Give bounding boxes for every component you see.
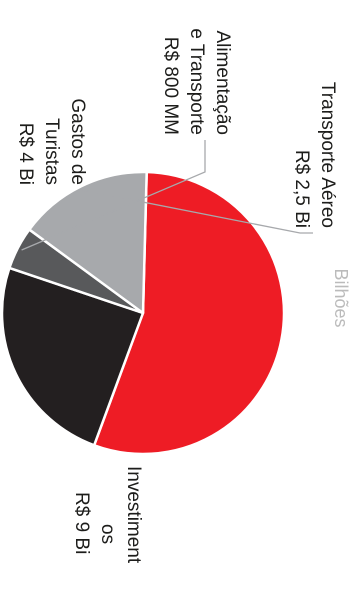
slice-label-alimentacao-line-2: e Transporte	[186, 28, 207, 135]
slice-label-alimentacao-line-1: Alimentação	[212, 30, 233, 135]
pie-slice-transporte-aereo	[28, 170, 148, 315]
leader-line-alimentacao-e-transporte	[21, 140, 206, 251]
slice-label-investimentos-line-3: R$ 9 Bi	[71, 492, 92, 554]
slice-label-gastos-line-1: Gastos de	[67, 98, 88, 185]
slice-label-transporte-aereo-line-1: Transporte Aéreo	[317, 82, 338, 228]
chart-header-text: Bilhões	[331, 268, 349, 327]
pie-slices	[0, 170, 286, 456]
pie-slice-gastos-de-turistas	[0, 266, 145, 447]
slice-label-gastos-line-2: Turistas	[41, 118, 62, 185]
slice-label-transporte-aereo-line-2: R$ 2,5 Bi	[291, 150, 312, 228]
slice-label-gastos-de-turistas: Gastos de Turistas R$ 4 Bi	[15, 98, 88, 185]
slice-label-alimentacao-e-transporte: Alimentação e Transporte R$ 800 MM	[160, 28, 233, 135]
slice-label-investimentos-line-1: Investiment	[123, 466, 144, 564]
slice-label-alimentacao-line-3: R$ 800 MM	[160, 37, 181, 135]
slice-label-gastos-line-3: R$ 4 Bi	[15, 123, 36, 185]
leader-line-transporte-aereo	[82, 189, 313, 234]
leader-lines	[21, 140, 313, 251]
slice-label-transporte-aereo: Transporte Aéreo R$ 2,5 Bi	[291, 82, 338, 228]
slice-label-investimentos: Investiment os R$ 9 Bi	[71, 466, 144, 564]
chart-header: Bilhões	[331, 268, 349, 327]
pie-slice-investimentos	[92, 170, 286, 456]
slice-label-investimentos-line-2: os	[97, 524, 118, 544]
